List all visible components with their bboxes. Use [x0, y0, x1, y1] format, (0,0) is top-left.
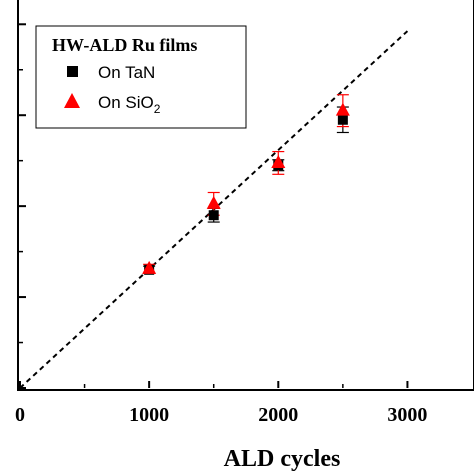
data-point-triangle	[271, 154, 286, 168]
x-axis-title: ALD cycles	[224, 446, 341, 472]
legend-title: HW-ALD Ru films	[52, 35, 197, 55]
legend: HW-ALD Ru films On TaN On SiO2	[35, 25, 247, 129]
legend-marker-square	[67, 66, 78, 77]
x-tick-label: 1000	[129, 404, 169, 426]
marker-layer	[142, 102, 350, 275]
data-point-square	[208, 210, 219, 221]
tick-layer: 0 1000 2000 3000	[15, 23, 427, 426]
plot-frame	[17, 0, 474, 391]
legend-label-tan: On TaN	[98, 63, 155, 82]
legend-label-sio2: On SiO2	[98, 93, 161, 116]
data-point-triangle	[335, 102, 350, 116]
data-point-square	[337, 114, 348, 125]
x-tick-label: 2000	[258, 404, 298, 426]
x-tick-label: 3000	[387, 404, 427, 426]
data-point-triangle	[142, 260, 157, 274]
x-tick-label: 0	[15, 404, 25, 426]
data-point-triangle	[206, 195, 221, 209]
legend-label-sio2-subscript: 2	[154, 102, 161, 116]
legend-marker-triangle	[64, 93, 80, 108]
legend-label-sio2-main: On SiO	[98, 93, 154, 112]
